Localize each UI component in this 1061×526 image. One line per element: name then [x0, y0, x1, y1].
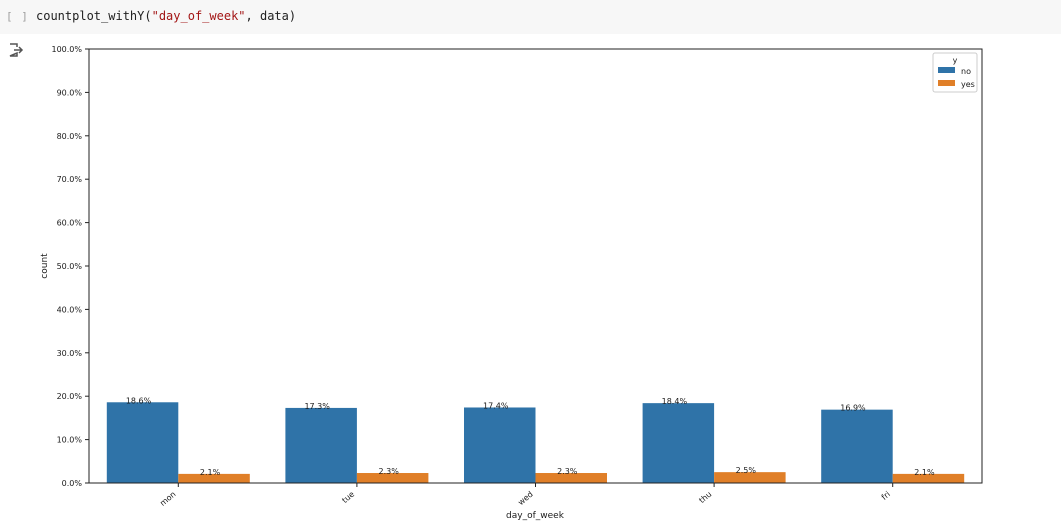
- y-tick-label: 60.0%: [57, 219, 83, 228]
- y-tick-label: 30.0%: [57, 349, 83, 358]
- code-line[interactable]: countplot_withY("day_of_week", data): [36, 9, 296, 23]
- y-tick-label: 80.0%: [57, 132, 83, 141]
- bar-label-no-wed: 17.4%: [483, 401, 509, 410]
- bar-yes-wed: [535, 473, 607, 483]
- bar-label-no-mon: 18.6%: [126, 396, 152, 405]
- y-tick-label: 50.0%: [57, 262, 83, 271]
- y-tick-label: 40.0%: [57, 305, 83, 314]
- y-tick-label: 70.0%: [57, 175, 83, 184]
- bar-yes-thu: [714, 472, 786, 483]
- bar-no-fri: [821, 409, 893, 483]
- x-tick-label-mon: mon: [158, 490, 177, 508]
- bar-label-no-thu: 18.4%: [662, 397, 688, 406]
- bar-no-wed: [464, 407, 536, 483]
- bar-no-thu: [642, 403, 715, 483]
- y-tick-label: 20.0%: [57, 392, 83, 401]
- legend-swatch-no: [938, 67, 955, 73]
- y-axis-label: count: [40, 253, 50, 279]
- bar-no-tue: [285, 407, 357, 483]
- legend: y no yes: [932, 52, 978, 93]
- code-cell[interactable]: [ ] countplot_withY("day_of_week", data): [0, 0, 1061, 34]
- bar-no-mon: [106, 402, 179, 483]
- output-redirect-icon[interactable]: [8, 42, 24, 58]
- run-cell-button[interactable]: [ ]: [6, 10, 29, 23]
- legend-label-yes: yes: [961, 80, 975, 89]
- code-args-rest: , data): [245, 9, 297, 23]
- bar-label-no-tue: 17.3%: [304, 402, 330, 411]
- bar-label-yes-mon: 2.1%: [200, 468, 221, 477]
- x-tick-label-tue: tue: [340, 490, 356, 505]
- x-tick-label-wed: wed: [516, 490, 534, 508]
- code-function: countplot_withY(: [36, 9, 152, 23]
- x-axis-label: day_of_week: [506, 511, 565, 521]
- x-tick-label-fri: fri: [880, 490, 892, 502]
- code-string-arg: "day_of_week": [151, 9, 246, 23]
- x-tick-label-thu: thu: [697, 490, 713, 505]
- legend-title: y: [953, 56, 958, 65]
- bar-label-yes-thu: 2.5%: [736, 466, 757, 475]
- y-tick-label: 90.0%: [57, 88, 83, 97]
- legend-label-no: no: [961, 67, 971, 76]
- legend-swatch-yes: [938, 80, 955, 86]
- y-tick-label: 0.0%: [62, 479, 83, 488]
- bar-yes-fri: [892, 473, 965, 483]
- bar-label-no-fri: 16.9%: [840, 404, 866, 413]
- bar-label-yes-fri: 2.1%: [914, 468, 935, 477]
- bar-yes-mon: [178, 473, 250, 483]
- y-tick-label: 100.0%: [51, 45, 82, 54]
- bar-label-yes-tue: 2.3%: [378, 467, 399, 476]
- y-tick-label: 10.0%: [57, 436, 83, 445]
- bar-label-yes-wed: 2.3%: [557, 467, 578, 476]
- bar-yes-tue: [356, 473, 429, 483]
